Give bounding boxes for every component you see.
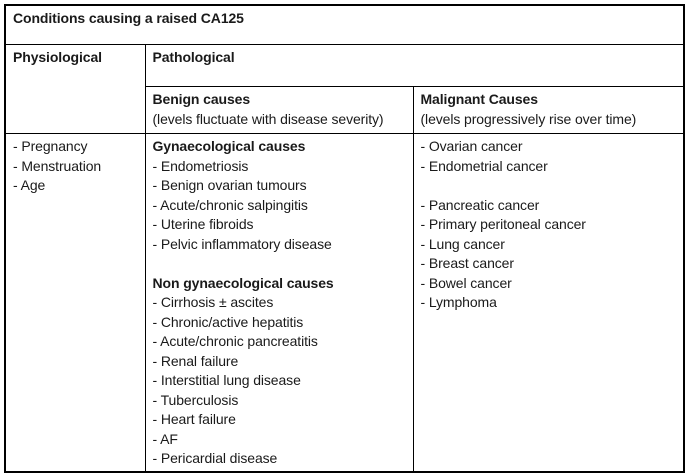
list-item: - Ovarian cancer xyxy=(420,138,523,154)
list-item: - Acute/chronic pancreatitis xyxy=(152,333,318,349)
list-item: - Lung cancer xyxy=(420,235,505,252)
list-item: - Interstitial lung disease xyxy=(152,372,301,388)
list-item: - Pelvic inflammatory disease xyxy=(152,235,332,252)
list-item: - Endometriosis xyxy=(152,157,249,174)
table-row: Conditions causing a raised CA125 xyxy=(4,4,685,45)
list-item: Gynaecological causes xyxy=(152,138,306,154)
list-item: - Endometrial cancer xyxy=(420,157,548,174)
list-item: - Chronic/active hepatitis xyxy=(152,313,304,330)
list-item: - Breast cancer xyxy=(420,255,515,271)
list-item: - Pregnancy xyxy=(13,138,88,154)
list-item: - Acute/chronic salpingitis xyxy=(152,196,308,213)
benign-header-cell: Benign causes (levels fluctuate with dis… xyxy=(144,86,414,134)
list-item: - Renal failure xyxy=(152,352,239,369)
list-item: - Heart failure xyxy=(152,411,236,427)
list-item: - Tuberculosis xyxy=(152,391,239,408)
benign-causes-subheader: (levels fluctuate with disease severity) xyxy=(152,110,384,127)
list-item: - Cirrhosis ± ascites xyxy=(152,294,274,310)
list-item: - Benign ovarian tumours xyxy=(152,177,307,193)
benign-causes-list: Gynaecological causes - Endometriosis - Be… xyxy=(144,133,414,472)
ca125-conditions-table: Conditions causing a raised CA125 Physio… xyxy=(4,4,685,473)
table-row: Benign causes (levels fluctuate with dis… xyxy=(5,86,685,134)
list-item: - Uterine fibroids xyxy=(152,216,254,232)
list-item: - Age xyxy=(13,177,46,193)
list-item xyxy=(153,254,408,274)
benign-causes-header: Benign causes xyxy=(152,91,251,107)
malignant-header-cell: Malignant Causes (levels progressively r… xyxy=(412,86,685,134)
list-item: - Bowel cancer xyxy=(420,274,512,291)
table-title: Conditions causing a raised CA125 xyxy=(4,4,685,45)
physiological-list: - Pregnancy - Menstruation - Age xyxy=(4,133,146,472)
malignant-causes-list: - Ovarian cancer - Endometrial cancer - P… xyxy=(412,133,685,472)
list-item: - AF xyxy=(152,430,178,447)
malignant-causes-subheader: (levels progressively rise over time) xyxy=(420,110,637,127)
list-item: Non gynaecological causes xyxy=(152,274,334,291)
physiological-column-header: Physiological xyxy=(4,44,146,134)
list-item: - Pericardial disease xyxy=(152,450,278,466)
table-row: - Pregnancy - Menstruation - Age Gynaecolo… xyxy=(4,133,685,472)
malignant-causes-header: Malignant Causes xyxy=(420,91,539,107)
list-item xyxy=(421,176,679,196)
table-row: Physiological Pathological xyxy=(4,44,685,134)
list-item: - Menstruation xyxy=(13,157,102,174)
pathological-column-header: Pathological xyxy=(144,44,685,87)
list-item: - Pancreatic cancer xyxy=(420,196,540,213)
list-item: - Lymphoma xyxy=(420,294,497,310)
list-item: - Primary peritoneal cancer xyxy=(420,216,586,232)
